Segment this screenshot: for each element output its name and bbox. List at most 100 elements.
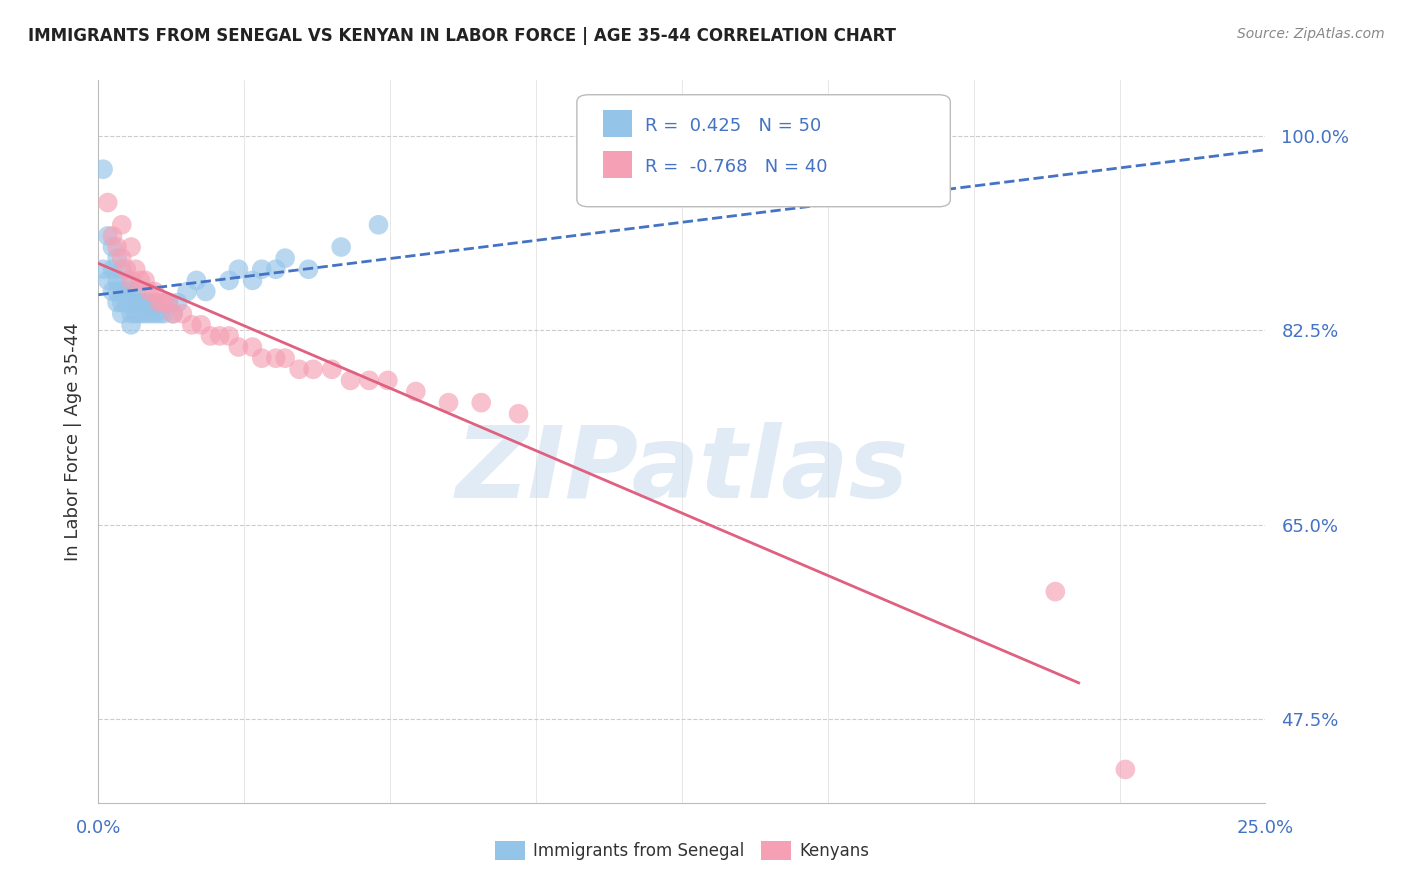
- Point: [105, 285, 128, 299]
- Point: [101, 228, 124, 243]
- Point: [111, 307, 134, 321]
- Point: [139, 295, 162, 310]
- Point: [129, 307, 152, 321]
- Point: [162, 307, 184, 321]
- Text: R =  0.425   N = 50: R = 0.425 N = 50: [644, 117, 821, 135]
- Point: [288, 362, 311, 376]
- Point: [377, 373, 399, 387]
- Point: [111, 262, 134, 277]
- Text: Source: ZipAtlas.com: Source: ZipAtlas.com: [1237, 27, 1385, 41]
- Point: [194, 285, 217, 299]
- Point: [143, 307, 166, 321]
- Point: [139, 307, 162, 321]
- Point: [405, 384, 427, 399]
- Point: [152, 307, 174, 321]
- Point: [508, 407, 530, 421]
- Point: [274, 351, 297, 366]
- Point: [97, 228, 120, 243]
- Text: ZIPatlas: ZIPatlas: [456, 422, 908, 519]
- Point: [120, 285, 142, 299]
- Point: [162, 307, 184, 321]
- Legend: Immigrants from Senegal, Kenyans: Immigrants from Senegal, Kenyans: [488, 834, 876, 867]
- Point: [105, 273, 128, 287]
- Point: [143, 285, 166, 299]
- Point: [152, 295, 174, 310]
- FancyBboxPatch shape: [603, 151, 631, 178]
- Point: [242, 340, 264, 354]
- Point: [228, 340, 250, 354]
- Point: [129, 295, 152, 310]
- Point: [166, 295, 188, 310]
- Point: [134, 273, 156, 287]
- Point: [297, 262, 319, 277]
- Point: [111, 218, 134, 232]
- Point: [264, 351, 287, 366]
- Point: [115, 285, 138, 299]
- Point: [200, 329, 222, 343]
- Point: [218, 329, 240, 343]
- Point: [120, 273, 142, 287]
- Point: [111, 251, 134, 265]
- Point: [274, 251, 297, 265]
- Point: [186, 273, 208, 287]
- Point: [470, 395, 492, 409]
- Point: [339, 373, 361, 387]
- Point: [250, 262, 273, 277]
- Point: [143, 295, 166, 310]
- Point: [176, 285, 198, 299]
- Point: [91, 262, 114, 277]
- Point: [139, 285, 162, 299]
- Text: IMMIGRANTS FROM SENEGAL VS KENYAN IN LABOR FORCE | AGE 35-44 CORRELATION CHART: IMMIGRANTS FROM SENEGAL VS KENYAN IN LAB…: [28, 27, 896, 45]
- Point: [120, 295, 142, 310]
- Point: [134, 307, 156, 321]
- Point: [97, 195, 120, 210]
- Point: [264, 262, 287, 277]
- FancyBboxPatch shape: [576, 95, 950, 207]
- Text: R =  -0.768   N = 40: R = -0.768 N = 40: [644, 158, 827, 176]
- Point: [120, 240, 142, 254]
- Point: [115, 295, 138, 310]
- Point: [134, 295, 156, 310]
- Point: [437, 395, 460, 409]
- Point: [101, 240, 124, 254]
- Point: [120, 307, 142, 321]
- Point: [208, 329, 231, 343]
- Point: [105, 240, 128, 254]
- Point: [228, 262, 250, 277]
- Point: [1114, 763, 1136, 777]
- Point: [125, 307, 148, 321]
- Point: [172, 307, 194, 321]
- Point: [129, 273, 152, 287]
- Point: [111, 285, 134, 299]
- Point: [218, 273, 240, 287]
- Point: [367, 218, 389, 232]
- Point: [190, 318, 212, 332]
- Point: [359, 373, 381, 387]
- Point: [125, 295, 148, 310]
- Point: [105, 251, 128, 265]
- Point: [125, 262, 148, 277]
- Y-axis label: In Labor Force | Age 35-44: In Labor Force | Age 35-44: [63, 322, 82, 561]
- Point: [148, 295, 170, 310]
- Point: [157, 295, 180, 310]
- Point: [101, 285, 124, 299]
- Point: [111, 295, 134, 310]
- Point: [157, 295, 180, 310]
- Point: [250, 351, 273, 366]
- Point: [1045, 584, 1067, 599]
- Point: [105, 295, 128, 310]
- Point: [330, 240, 353, 254]
- Point: [115, 262, 138, 277]
- Point: [148, 307, 170, 321]
- FancyBboxPatch shape: [603, 110, 631, 136]
- Point: [125, 285, 148, 299]
- Point: [120, 318, 142, 332]
- Point: [97, 273, 120, 287]
- Point: [91, 162, 114, 177]
- Point: [115, 273, 138, 287]
- Point: [321, 362, 343, 376]
- Point: [101, 262, 124, 277]
- Point: [302, 362, 325, 376]
- Point: [180, 318, 202, 332]
- Point: [242, 273, 264, 287]
